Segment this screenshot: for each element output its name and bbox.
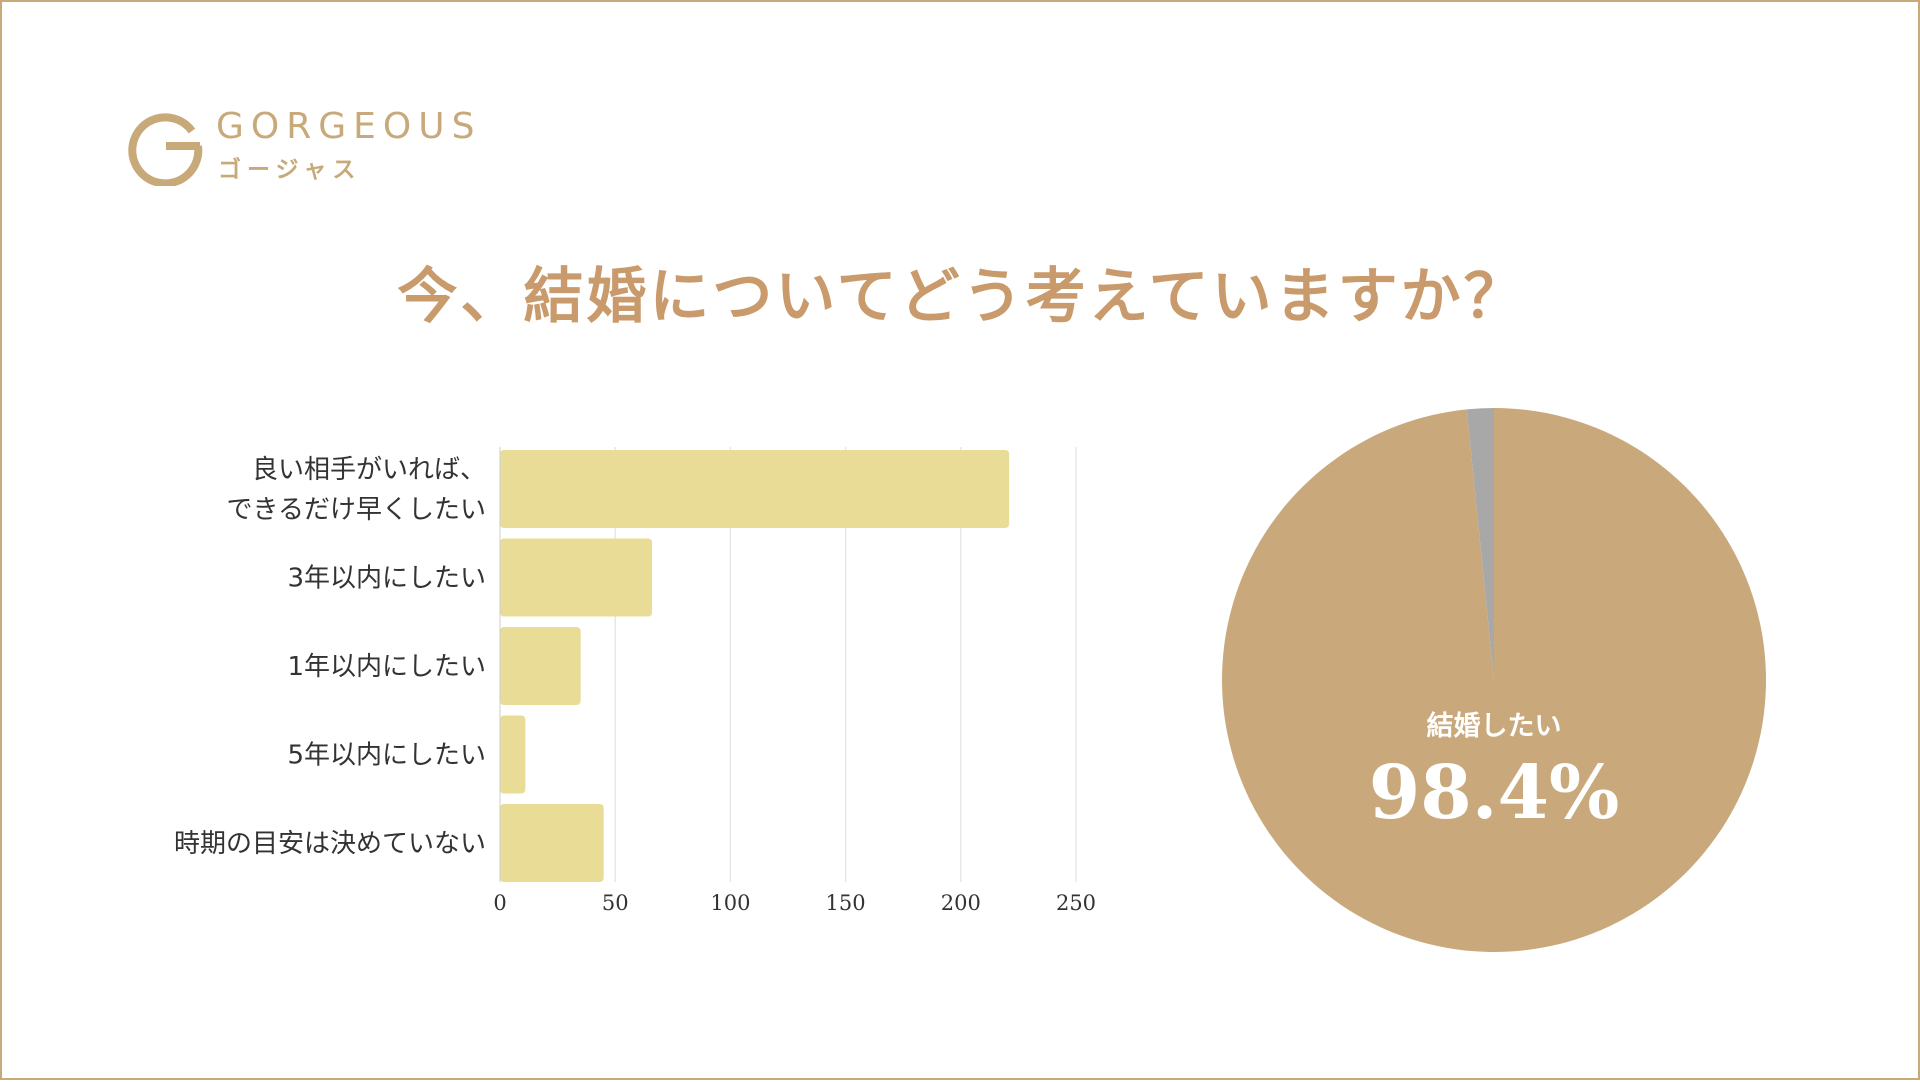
x-tick-label: 250 xyxy=(1056,891,1096,915)
brand-logo: GORGEOUS ゴージャス xyxy=(126,106,506,186)
category-label: 3年以内にしたい xyxy=(287,564,486,594)
x-tick-label: 0 xyxy=(493,891,506,915)
page-title: 今、結婚についてどう考えていますか？ xyxy=(397,262,1527,332)
bar xyxy=(500,627,581,705)
brand-wordmark: GORGEOUS xyxy=(216,106,482,147)
pie-slice xyxy=(1466,408,1494,680)
category-label: 時期の目安は決めていない xyxy=(174,829,486,859)
category-label: 5年以内にしたい xyxy=(287,741,486,771)
category-label: 1年以内にしたい xyxy=(287,652,486,682)
brand-kana: ゴージャス xyxy=(218,157,362,183)
logo-g-icon xyxy=(128,113,203,186)
x-tick-label: 50 xyxy=(602,891,629,915)
bar xyxy=(500,450,1010,528)
pie-slice-value: 98.4% xyxy=(1368,750,1620,836)
category-label: できるだけ早くしたい xyxy=(227,495,486,525)
bar xyxy=(500,538,653,617)
x-tick-label: 100 xyxy=(710,891,750,915)
bar xyxy=(500,715,526,794)
pie-slice-label: 結婚したい xyxy=(1426,711,1562,742)
x-tick-label: 150 xyxy=(826,891,866,915)
x-tick-label: 200 xyxy=(941,891,981,915)
bar xyxy=(500,804,604,882)
category-label: 良い相手がいれば、 xyxy=(252,455,486,485)
